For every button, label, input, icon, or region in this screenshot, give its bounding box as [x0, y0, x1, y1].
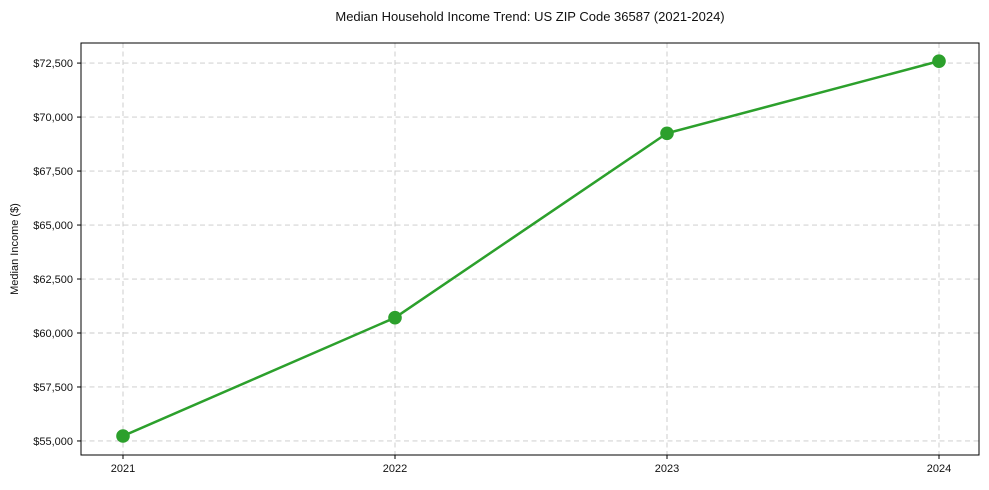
data-point — [660, 126, 674, 141]
y-tick-label: $67,500 — [33, 166, 73, 178]
x-tick-label: 2023 — [655, 463, 679, 475]
y-tick-label: $65,000 — [33, 220, 73, 232]
y-tick-label: $57,500 — [33, 382, 73, 394]
y-tick-label: $60,000 — [33, 328, 73, 340]
x-tick-label: 2021 — [111, 463, 135, 475]
data-point — [116, 429, 130, 443]
y-tick-label: $70,000 — [33, 112, 73, 124]
x-tick-label: 2024 — [927, 463, 951, 475]
y-tick-label: $62,500 — [33, 274, 73, 286]
y-tick-label: $72,500 — [33, 58, 73, 70]
trend-line — [121, 59, 941, 438]
y-tick-label: $55,000 — [33, 436, 73, 448]
data-point — [932, 54, 946, 68]
plot-border — [80, 42, 980, 456]
chart-title: Median Household Income Trend: US ZIP Co… — [335, 9, 725, 24]
data-point — [388, 310, 402, 325]
x-tick-label: 2022 — [383, 463, 407, 475]
